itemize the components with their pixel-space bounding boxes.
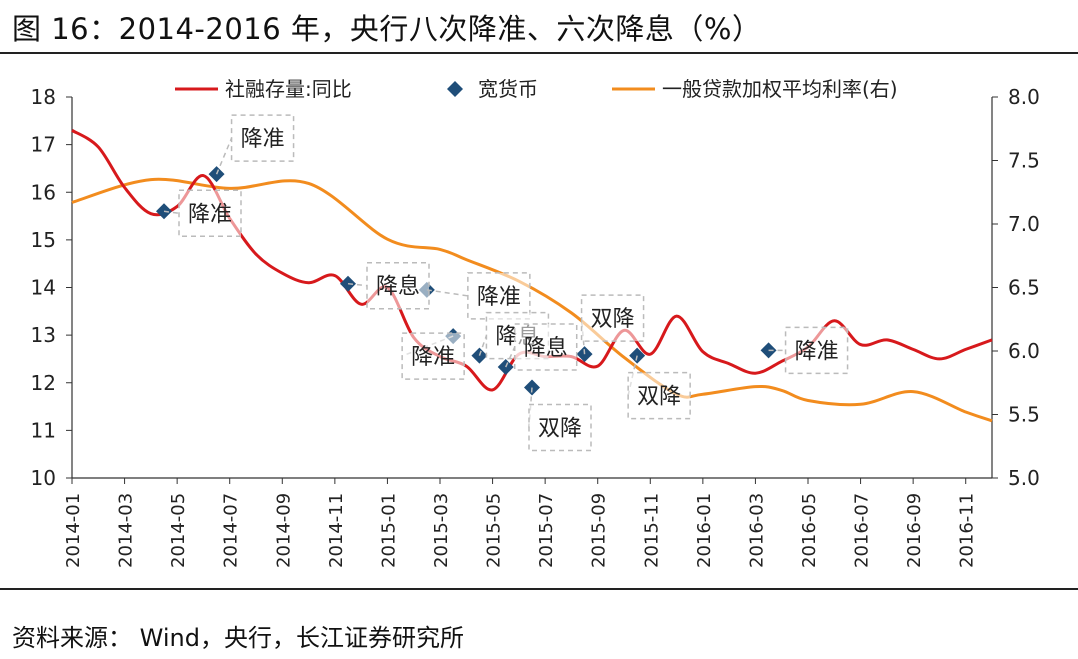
figure-title: 图 16：2014-2016 年，央行八次降准、六次降息（%） <box>12 12 762 46</box>
callout-leader <box>347 282 368 287</box>
callout-box <box>467 272 531 320</box>
y-tick-label-right: 8.0 <box>1008 85 1040 109</box>
callout-label: 降准 <box>241 127 285 152</box>
x-tick-label: 2015-03 <box>431 493 452 568</box>
y-tick-label-left: 10 <box>31 466 56 490</box>
callout-label: 双降 <box>637 385 681 410</box>
x-tick-label: 2015-09 <box>589 493 610 568</box>
callout-box <box>178 189 242 238</box>
legend-marker-easing <box>447 81 463 97</box>
y-tick-label-left: 13 <box>31 323 56 347</box>
callout-label: 降准 <box>477 285 521 310</box>
x-tick-label: 2014-05 <box>168 493 189 568</box>
callout-box <box>784 326 849 375</box>
x-tick-label: 2016-07 <box>852 493 873 568</box>
x-tick-label: 2014-01 <box>63 493 84 568</box>
callout-box <box>513 323 578 371</box>
title-rule <box>0 52 1078 54</box>
x-tick-label: 2016-09 <box>904 493 925 568</box>
callout-box <box>528 403 592 452</box>
series-line-loan-rate <box>71 177 993 423</box>
callout-label: 降准 <box>795 339 839 364</box>
legend-label-easing: 宽货币 <box>478 77 538 101</box>
callout-label: 双降 <box>538 417 582 442</box>
callout-box <box>230 114 295 162</box>
y-tick-label-left: 16 <box>31 180 56 204</box>
x-tick-label: 2014-09 <box>273 493 294 568</box>
y-tick-label-left: 18 <box>31 85 56 109</box>
x-tick-label: 2014-11 <box>326 493 347 568</box>
source-rule <box>0 588 1078 590</box>
y-tick-label-left: 14 <box>31 276 56 300</box>
x-tick-label: 2016-05 <box>799 493 820 568</box>
y-tick-label-right: 6.0 <box>1008 339 1040 363</box>
callout-leader <box>426 289 468 297</box>
y-tick-label-right: 7.0 <box>1008 212 1040 236</box>
legend-label-tsf: 社融存量:同比 <box>225 77 352 101</box>
x-tick-label: 2015-05 <box>484 493 505 568</box>
y-tick-label-left: 12 <box>31 371 56 395</box>
x-tick-label: 2016-11 <box>957 493 978 568</box>
callout-box <box>627 371 691 420</box>
x-tick-label: 2016-03 <box>746 493 767 568</box>
callout-leader <box>478 335 488 356</box>
callout-leader <box>505 346 516 368</box>
legend-label-rate: 一般贷款加权平均利率(右) <box>662 77 898 101</box>
callout-label: 双降 <box>591 307 635 332</box>
callout-label: 降息 <box>376 275 420 300</box>
callout-label: 降息 <box>524 336 568 361</box>
callout-label: 降准 <box>188 202 232 227</box>
x-tick-label: 2014-07 <box>221 493 242 568</box>
callout-box <box>401 332 465 380</box>
y-tick-label-right: 5.0 <box>1008 466 1040 490</box>
y-tick-label-left: 11 <box>31 418 56 442</box>
y-tick-label-right: 7.5 <box>1008 149 1040 173</box>
y-tick-label-left: 15 <box>31 228 56 252</box>
y-tick-label-right: 5.5 <box>1008 403 1040 427</box>
x-tick-label: 2016-01 <box>694 493 715 568</box>
callout-label: 降准 <box>411 345 455 370</box>
callout-leader <box>215 137 233 175</box>
x-tick-label: 2014-03 <box>116 493 137 568</box>
x-tick-label: 2015-11 <box>641 493 662 568</box>
callout-box <box>366 261 430 310</box>
x-tick-label: 2015-07 <box>536 493 557 568</box>
callout-leader <box>163 210 180 215</box>
callout-box <box>580 294 645 342</box>
y-tick-label-right: 6.5 <box>1008 276 1040 300</box>
y-tick-label-left: 17 <box>31 133 56 157</box>
x-tick-label: 2015-01 <box>378 493 399 568</box>
source-note: 资料来源： Wind，央行，长江证券研究所 <box>12 624 464 652</box>
